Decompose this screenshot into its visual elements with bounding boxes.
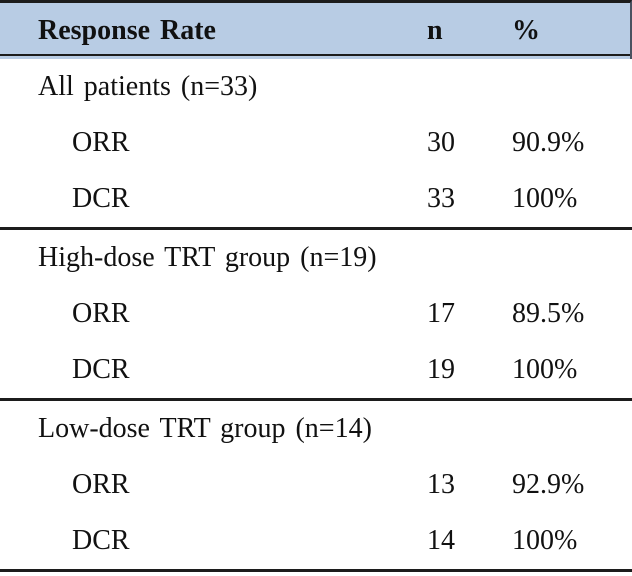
table-header-row: Response Rate n %: [0, 0, 632, 59]
pct-value: 100%: [512, 183, 578, 214]
pct-value: 90.9%: [512, 127, 585, 158]
measure-label: DCR: [72, 183, 130, 214]
table-row: ORR 13 92.9%: [0, 457, 632, 513]
measure-label: ORR: [72, 469, 130, 500]
pct-value: 100%: [512, 525, 578, 556]
group-label: All patients (n=33): [38, 71, 258, 102]
section-divider: [0, 398, 632, 401]
table-row: ORR 17 89.5%: [0, 286, 632, 342]
table-row: DCR 14 100%: [0, 513, 632, 569]
measure-label: ORR: [72, 298, 130, 329]
n-value: 14: [427, 525, 455, 556]
section-high-dose-trt: High-dose TRT group (n=19) ORR 17 89.5% …: [0, 230, 632, 398]
section-all-patients: All patients (n=33) ORR 30 90.9% DCR 33 …: [0, 59, 632, 227]
measure-label: DCR: [72, 525, 130, 556]
group-label-row: All patients (n=33): [0, 59, 632, 115]
column-header-response-rate: Response Rate: [38, 15, 216, 46]
column-header-n: n: [427, 15, 443, 46]
measure-label: DCR: [72, 354, 130, 385]
section-low-dose-trt: Low-dose TRT group (n=14) ORR 13 92.9% D…: [0, 401, 632, 569]
group-label: Low-dose TRT group (n=14): [38, 413, 372, 444]
n-value: 30: [427, 127, 455, 158]
pct-value: 89.5%: [512, 298, 585, 329]
n-value: 13: [427, 469, 455, 500]
n-value: 33: [427, 183, 455, 214]
column-header-percent: %: [512, 15, 540, 46]
measure-label: ORR: [72, 127, 130, 158]
n-value: 19: [427, 354, 455, 385]
group-label-row: Low-dose TRT group (n=14): [0, 401, 632, 457]
group-label: High-dose TRT group (n=19): [38, 242, 377, 273]
group-label-row: High-dose TRT group (n=19): [0, 230, 632, 286]
table-row: DCR 33 100%: [0, 171, 632, 227]
pct-value: 100%: [512, 354, 578, 385]
pct-value: 92.9%: [512, 469, 585, 500]
table-row: ORR 30 90.9%: [0, 115, 632, 171]
table-row: DCR 19 100%: [0, 342, 632, 398]
n-value: 17: [427, 298, 455, 329]
section-divider: [0, 227, 632, 230]
bottom-rule: [0, 569, 632, 572]
